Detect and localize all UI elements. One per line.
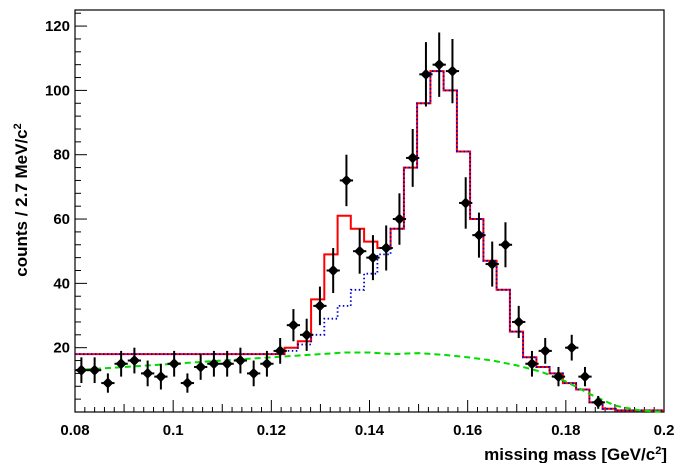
data-point — [327, 264, 339, 276]
data-point — [89, 364, 101, 376]
data-point — [579, 371, 591, 383]
data-point — [446, 65, 458, 77]
data-point — [354, 245, 366, 257]
series-0-line — [75, 70, 664, 412]
data-point — [566, 342, 578, 354]
data-point — [208, 358, 220, 370]
series-1-line — [75, 70, 664, 412]
y-tick-label: 60 — [53, 211, 70, 228]
x-tick-label: 0.12 — [257, 422, 286, 439]
data-points — [74, 32, 605, 409]
data-point — [486, 258, 498, 270]
data-point — [340, 174, 352, 186]
x-axis-title: missing mass [GeV/c2] — [484, 445, 667, 463]
data-point — [380, 242, 392, 254]
data-point — [181, 377, 193, 389]
y-axis-title: counts / 2.7 MeV/c2 — [12, 123, 31, 277]
data-point — [301, 329, 313, 341]
data-point — [234, 355, 246, 367]
data-point — [261, 358, 273, 370]
x-tick-label: 0.1 — [163, 422, 184, 439]
data-point — [539, 345, 551, 357]
y-tick-label: 20 — [53, 340, 70, 357]
x-tick-label: 0.16 — [453, 422, 482, 439]
data-point — [460, 197, 472, 209]
data-point — [221, 358, 233, 370]
data-point — [128, 355, 140, 367]
data-point — [248, 367, 260, 379]
axes — [74, 9, 665, 413]
y-tick-label: 100 — [45, 82, 70, 99]
data-point — [407, 152, 419, 164]
data-point — [115, 358, 127, 370]
data-point — [420, 68, 432, 80]
data-point — [155, 371, 167, 383]
data-point — [287, 319, 299, 331]
x-tick-label: 0.08 — [60, 422, 89, 439]
data-point — [75, 364, 87, 376]
data-point — [367, 252, 379, 264]
data-point — [499, 239, 511, 251]
x-tick-label: 0.18 — [551, 422, 580, 439]
data-point — [168, 358, 180, 370]
y-tick-label: 80 — [53, 147, 70, 164]
x-tick-label: 0.14 — [355, 422, 385, 439]
y-tick-label: 40 — [53, 275, 70, 292]
data-point — [142, 367, 154, 379]
data-point — [102, 377, 114, 389]
tick-labels: 0.08 0.1 0.12 0.14 0.16 0.18 0.2 20 40 60 80 100 120 — [45, 18, 674, 439]
data-point — [195, 361, 207, 373]
data-point — [314, 300, 326, 312]
y-tick-label: 120 — [45, 18, 70, 35]
data-point — [526, 358, 538, 370]
data-point — [274, 345, 286, 357]
data-point — [473, 229, 485, 241]
fit-curves — [74, 70, 665, 413]
data-point — [393, 213, 405, 225]
data-point — [592, 396, 604, 408]
x-tick-label: 0.2 — [654, 422, 675, 439]
data-point — [513, 316, 525, 328]
data-point — [433, 59, 445, 71]
data-point — [552, 371, 564, 383]
